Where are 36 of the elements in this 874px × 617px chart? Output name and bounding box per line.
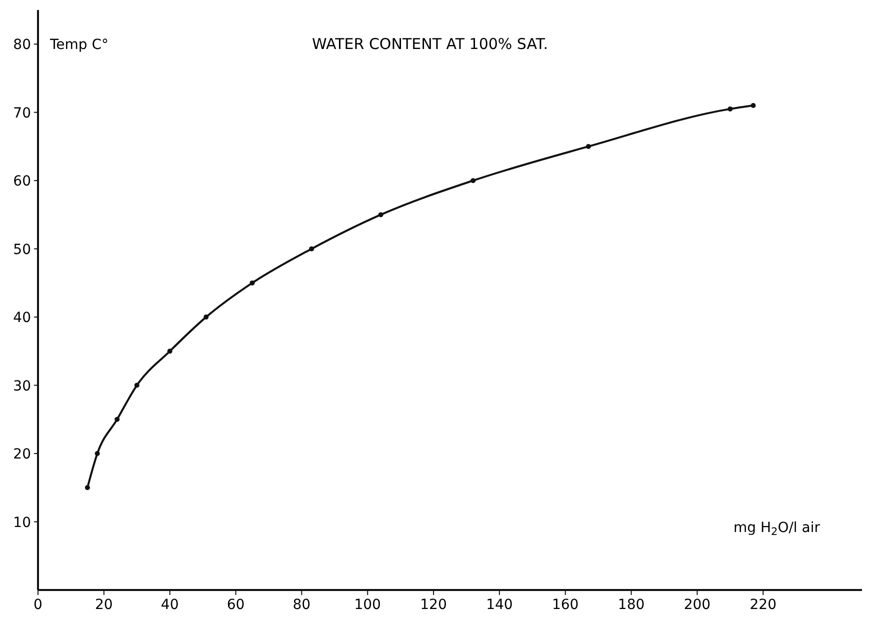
x-tick-label: 120	[420, 597, 447, 613]
x-tick-label: 180	[618, 597, 645, 613]
point	[750, 103, 756, 108]
y-tick-label: 30	[13, 378, 31, 394]
point	[204, 314, 209, 320]
point	[309, 246, 314, 252]
x-tick-label: 0	[34, 597, 42, 613]
x-tick-label: 20	[95, 597, 113, 613]
x-tick-label: 40	[160, 597, 179, 613]
y-tick-label: 80	[13, 37, 31, 54]
y-axis-title: Temp C°	[49, 37, 109, 54]
point	[728, 106, 733, 112]
point	[378, 212, 384, 218]
x-tick-label: 220	[750, 597, 776, 613]
y-tick-label: 20	[13, 446, 31, 463]
point	[94, 451, 100, 456]
point	[586, 144, 591, 149]
text: WATER CONTENT AT 100% SAT.	[312, 35, 548, 54]
x-tick-label: 60	[226, 597, 245, 613]
x-tick-label: 80	[292, 597, 311, 613]
x-tick-label: 200	[684, 597, 711, 613]
x-tick-label: 100	[354, 597, 381, 613]
y-tick-label: 10	[13, 514, 31, 531]
y-tick-label: 40	[13, 310, 31, 326]
x-tick-label: 160	[552, 597, 579, 613]
y-tick-label: 60	[13, 174, 31, 190]
y-tick-label: 50	[13, 242, 31, 258]
y-tick-label: 70	[13, 105, 31, 122]
point	[114, 416, 120, 422]
point	[134, 382, 140, 388]
point	[470, 178, 476, 184]
point	[167, 348, 172, 354]
x-tick-label: 140	[486, 597, 513, 613]
point	[84, 485, 90, 490]
x-axis-title: mg H$_{2}$O/l air	[733, 520, 820, 538]
point	[250, 280, 255, 286]
